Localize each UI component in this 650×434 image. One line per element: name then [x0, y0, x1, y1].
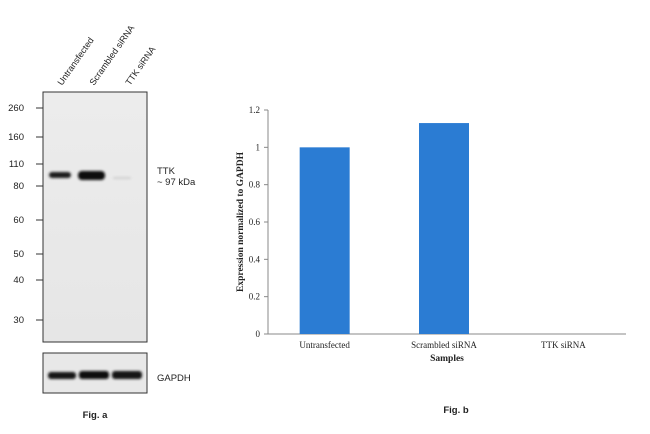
y-tick-label: 1: [256, 142, 261, 152]
marker-50: 50: [13, 249, 24, 260]
gapdh-band-ttk-sirna: [112, 371, 142, 379]
gapdh-bands: [48, 371, 142, 379]
band-label-ttk: TTK: [157, 166, 176, 177]
marker-ticks: [36, 107, 43, 321]
bar-scrambled-sirna: [419, 123, 469, 334]
ttk-band-untransfected: [49, 172, 71, 178]
x-tick-label: Untransfected: [299, 340, 350, 350]
marker-40: 40: [13, 275, 24, 286]
loading-control-label: GAPDH: [157, 373, 191, 384]
x-ticks: Untransfected Scrambled siRNA TTK siRNA: [299, 340, 586, 350]
fig-a-caption: Fig. a: [83, 410, 109, 421]
y-tick-label: 0.6: [249, 217, 261, 227]
y-tick-label: 0: [256, 329, 261, 339]
gapdh-band-scrambled: [79, 371, 109, 379]
marker-30: 30: [13, 315, 24, 326]
ttk-band-scrambled: [78, 171, 105, 180]
gapdh-band-untransfected: [48, 372, 76, 379]
marker-160: 160: [8, 132, 24, 143]
x-tick-label: Scrambled siRNA: [411, 340, 477, 350]
fig-b-caption: Fig. b: [443, 405, 469, 416]
marker-260: 260: [8, 103, 24, 114]
main-blot: [42, 91, 148, 343]
y-tick-label: 0.2: [249, 292, 260, 302]
y-tick-label: 0.8: [249, 180, 261, 190]
x-tick-label: TTK siRNA: [541, 340, 586, 350]
y-tick-label: 0.4: [249, 254, 261, 264]
ttk-bands: [49, 171, 131, 180]
y-axis-title: Expression normalized to GAPDH: [236, 151, 246, 292]
western-blot-panel: Untransfected Scrambled siRNA TTK siRNA …: [8, 23, 196, 421]
marker-110: 110: [9, 159, 24, 170]
bars: [299, 123, 469, 334]
x-axis-title: Samples: [430, 354, 464, 364]
marker-80: 80: [13, 181, 24, 192]
lane-label-ttk-sirna: TTK siRNA: [123, 45, 157, 88]
marker-60: 60: [13, 215, 24, 226]
y-ticks: 0 0.2 0.4 0.6 0.8 1 1.2: [249, 105, 268, 339]
y-tick-label: 1.2: [249, 105, 260, 115]
ttk-band-ttk-sirna: [113, 177, 131, 179]
bar-untransfected: [299, 147, 350, 334]
bar-chart: 0 0.2 0.4 0.6 0.8 1 1.2 Untransfected Scrambled…: [236, 105, 626, 416]
band-size-label: ~ 97 kDa: [157, 177, 196, 188]
